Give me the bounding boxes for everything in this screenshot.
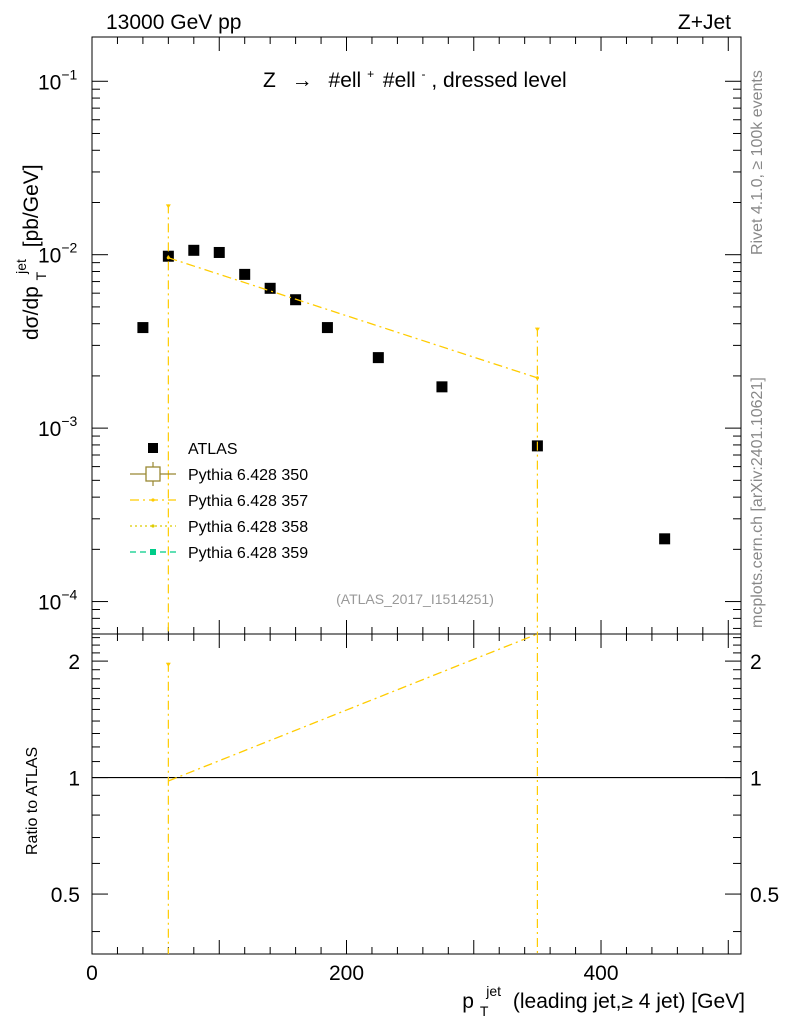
- legend-marker-open-square: [145, 466, 161, 482]
- title-arrow: →: [292, 69, 313, 92]
- mc-point: [535, 376, 539, 380]
- header-process: Z+Jet: [678, 11, 731, 34]
- title-tail: , dressed level: [431, 69, 566, 92]
- legend-marker-atlas: [148, 443, 158, 453]
- ratio-tick-label-right: 2: [750, 651, 762, 674]
- x-tick-label: 400: [583, 962, 618, 985]
- legend-marker-dot: [151, 498, 155, 502]
- y-tick-label: 10−4: [38, 587, 78, 615]
- atlas-data-point: [436, 381, 448, 393]
- atlas-data-point: [372, 352, 384, 364]
- ratio-tick-label-right: 1: [750, 768, 762, 791]
- xlabel-sub: T: [480, 1003, 489, 1019]
- mc-line-ratio: [168, 633, 538, 782]
- xlabel-rest: (leading jet,≥ 4 jet) [GeV]: [513, 990, 745, 1013]
- analysis-id: (ATLAS_2017_I1514251): [336, 591, 494, 607]
- legend-label: ATLAS: [188, 441, 238, 458]
- ratio-tick-label-left: 0.5: [51, 884, 80, 907]
- ratio-plot-frame: [91, 633, 742, 955]
- title-particle1: #ell: [329, 69, 362, 92]
- legend-label: Pythia 6.428 350: [188, 467, 308, 484]
- atlas-data-point: [188, 244, 200, 256]
- ratio-tick-label-right: 0.5: [750, 884, 779, 907]
- title-lead: Z: [263, 69, 276, 92]
- title-sup1: +: [367, 67, 374, 81]
- mc-point: [166, 256, 170, 260]
- legend-marker-square: [150, 549, 156, 555]
- ylabel-base: dσ/dp: [20, 286, 43, 340]
- atlas-data-point: [213, 246, 225, 258]
- xlabel-base: p: [462, 990, 474, 1013]
- y-tick-label: 10−1: [38, 66, 78, 94]
- y-tick-label: 10−2: [38, 240, 78, 268]
- x-axis-label: p T jet (leading jet,≥ 4 jet) [GeV]: [462, 978, 745, 1021]
- mc-error-cap: [165, 204, 171, 209]
- atlas-data-point: [264, 282, 276, 294]
- mc-ratio-error-cap: [165, 662, 171, 667]
- mc-line-main: [168, 257, 538, 379]
- ratio-tick-label-left: 2: [68, 651, 80, 674]
- ylabel-sup: jet: [13, 259, 29, 275]
- rivet-label: Rivet 4.1.0, ≥ 100k events: [749, 70, 766, 255]
- mcplots-label: mcplots.cern.ch [arXiv:2401.10621]: [749, 377, 766, 628]
- atlas-data-point: [137, 322, 149, 334]
- title-sup2: -: [421, 67, 425, 81]
- mc-error-cap: [534, 327, 540, 332]
- legend-label: Pythia 6.428 359: [188, 545, 308, 562]
- atlas-data-point: [321, 322, 333, 334]
- xlabel-sup: jet: [485, 983, 501, 999]
- atlas-data-point: [239, 268, 251, 280]
- x-tick-label: 0: [86, 962, 98, 985]
- ylabel-unit: [pb/GeV]: [20, 164, 43, 247]
- y-tick-label: 10−3: [38, 413, 78, 441]
- legend-label: Pythia 6.428 358: [188, 519, 308, 536]
- ratio-tick-label-left: 1: [68, 768, 80, 791]
- legend-label: Pythia 6.428 357: [188, 493, 308, 510]
- ylabel-sub: T: [33, 271, 49, 280]
- title-particle2: #ell: [383, 69, 416, 92]
- x-tick-label: 200: [329, 962, 364, 985]
- legend-marker-dot: [151, 524, 155, 528]
- header-energy: 13000 GeV pp: [106, 11, 241, 34]
- y-axis-label-ratio: Ratio to ATLAS: [24, 747, 41, 855]
- atlas-data-point: [659, 533, 671, 545]
- plot-title: Z → #ell + #ell - , dressed level: [263, 60, 567, 92]
- y-axis-label-main: dσ/dp T jet [pb/GeV]: [8, 164, 51, 340]
